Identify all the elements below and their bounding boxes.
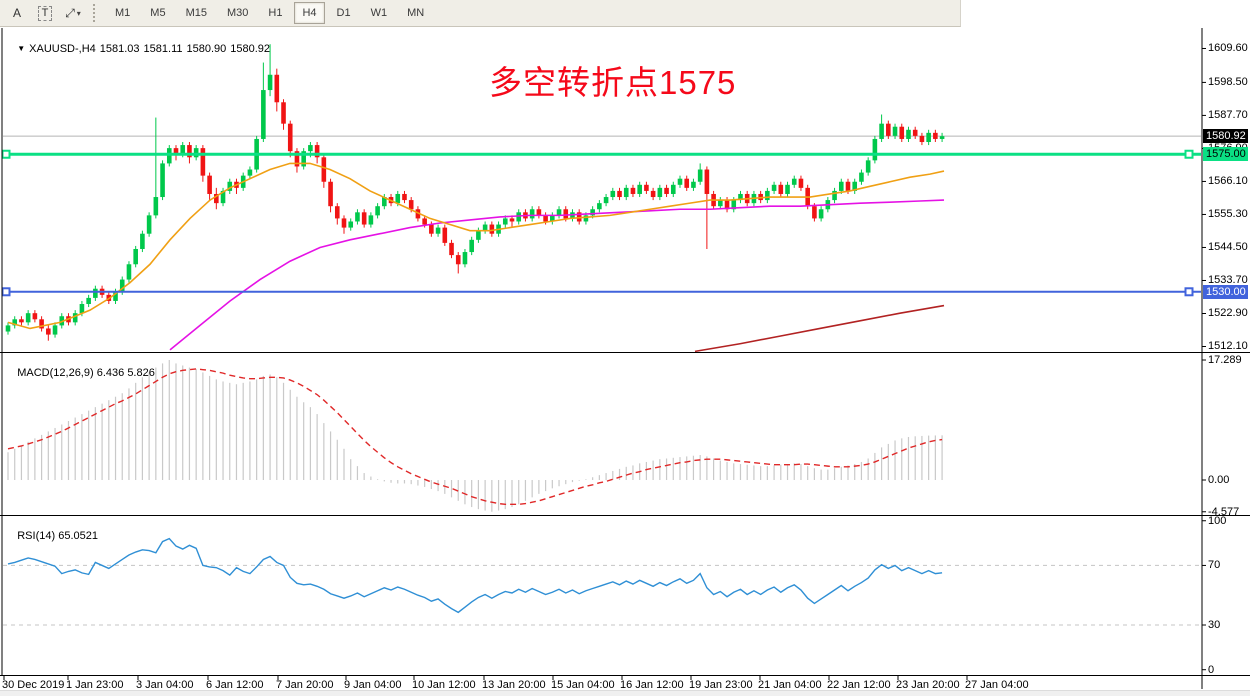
timeframe-button-m15[interactable]: M15 — [185, 7, 207, 19]
last-price-badge: 1580.92 — [1203, 129, 1248, 144]
price-tick-label: 1587.70 — [1208, 109, 1248, 122]
time-tick-label: 30 Dec 2019 — [2, 679, 65, 691]
symbol-header: ▼ XAUUSD-,H4 1581.03 1581.11 1580.90 1580.92 — [5, 31, 274, 67]
line-drag-handle — [1184, 149, 1194, 159]
chart-annotation-text[interactable]: 多空转折点1575 — [489, 64, 737, 101]
text-box-tool-icon: T — [37, 5, 53, 21]
time-tick-label: 9 Jan 04:00 — [344, 679, 402, 691]
symbol-name: XAUUSD-,H4 — [29, 43, 96, 55]
time-tick-label: 19 Jan 23:00 — [689, 679, 753, 691]
time-tick-label: 3 Jan 04:00 — [136, 679, 194, 691]
cursor-tools-dropdown-button[interactable]: ⤢ ▾ — [60, 2, 86, 25]
time-tick-label: 22 Jan 12:00 — [827, 679, 891, 691]
time-tick-label: 15 Jan 04:00 — [551, 679, 615, 691]
ma-slow-line — [694, 304, 945, 353]
time-tick-label: 6 Jan 12:00 — [206, 679, 264, 691]
price-tick-label: 1512.10 — [1208, 340, 1248, 353]
hline-blue-badge: 1530.00 — [1203, 284, 1248, 299]
price-tick-label: 1522.90 — [1208, 307, 1248, 320]
window-bottom-strip — [0, 690, 1250, 696]
price-open: 1581.03 — [99, 43, 140, 55]
timeframe-button-mn[interactable]: MN — [407, 7, 425, 19]
macd-tick-label: 0.00 — [1208, 474, 1230, 486]
candlestick-series — [5, 44, 945, 341]
price-tick-label: 1609.60 — [1208, 42, 1248, 55]
macd-tick-label: 17.289 — [1208, 354, 1242, 366]
time-tick-label: 27 Jan 04:00 — [965, 679, 1029, 691]
rsi-tick-label: 0 — [1208, 663, 1215, 676]
price-tick-label: 1544.50 — [1208, 241, 1248, 254]
chevron-down-icon: ▾ — [76, 8, 81, 18]
macd-panel — [7, 360, 943, 512]
ma-mid-line — [169, 199, 945, 351]
price-tick-label: 1598.50 — [1208, 76, 1248, 89]
text-box-tool-button[interactable]: T — [32, 2, 58, 25]
price-tick-label: 1533.70 — [1208, 274, 1248, 287]
time-tick-label: 21 Jan 04:00 — [758, 679, 822, 691]
rsi-tick-label: 100 — [1208, 514, 1227, 527]
macd-indicator-label: MACD(12,26,9) 6.436 5.826 — [17, 367, 155, 379]
text-label-tool-button[interactable]: A — [4, 2, 30, 25]
price-tick-label: 1566.10 — [1208, 175, 1248, 188]
price-close: 1580.92 — [230, 43, 271, 55]
time-tick-label: 13 Jan 20:00 — [482, 679, 546, 691]
hline-green-badge: 1575.00 — [1203, 147, 1248, 162]
price-tick-label: 1555.30 — [1208, 208, 1248, 221]
timeframe-button-h4[interactable]: H4 — [294, 2, 325, 24]
price-high: 1581.11 — [143, 43, 183, 55]
line-drag-handle — [1184, 287, 1194, 297]
rsi-panel — [3, 537, 1202, 626]
rsi-value: 65.0521 — [58, 530, 98, 542]
toolbar: A T ⤢ ▾ M1 M5 M15 M30 H1 H4 D1 W1 MN — [0, 0, 961, 27]
rsi-indicator-label: RSI(14) 65.0521 — [17, 530, 98, 542]
timeframe-button-h1[interactable]: H1 — [268, 7, 283, 19]
macd-signal-line — [7, 368, 943, 505]
collapse-chart-icon[interactable]: ▼ — [17, 44, 26, 53]
timeframe-button-w1[interactable]: W1 — [370, 7, 388, 19]
ma-fast-line — [7, 162, 945, 330]
toolbar-grip[interactable] — [93, 4, 99, 22]
time-tick-label: 7 Jan 20:00 — [276, 679, 334, 691]
time-tick-label: 1 Jan 23:00 — [66, 679, 124, 691]
rsi-line — [7, 537, 943, 614]
time-tick-label: 23 Jan 20:00 — [896, 679, 960, 691]
horizontal-line-object[interactable] — [1, 287, 1202, 297]
line-drag-handle — [1, 287, 11, 297]
macd-signal-value: 5.826 — [127, 367, 155, 379]
macd-tick-label: -4.577 — [1208, 505, 1240, 518]
line-drag-handle — [1, 149, 11, 159]
text-label-tool-icon: A — [12, 6, 21, 20]
timeframe-button-d1[interactable]: D1 — [336, 7, 351, 19]
rsi-tick-label: 30 — [1208, 619, 1221, 631]
timeframe-button-m1[interactable]: M1 — [115, 7, 131, 19]
rsi-tick-label: 70 — [1208, 559, 1221, 572]
macd-main-value: 6.436 — [96, 367, 125, 379]
timeframe-button-m30[interactable]: M30 — [226, 7, 249, 19]
price-low: 1580.90 — [186, 43, 227, 55]
cursor-tools-dropdown-icon: ⤢ — [65, 5, 75, 20]
time-tick-label: 10 Jan 12:00 — [412, 679, 476, 691]
time-tick-label: 16 Jan 12:00 — [620, 679, 684, 691]
timeframe-button-m5[interactable]: M5 — [150, 7, 166, 19]
